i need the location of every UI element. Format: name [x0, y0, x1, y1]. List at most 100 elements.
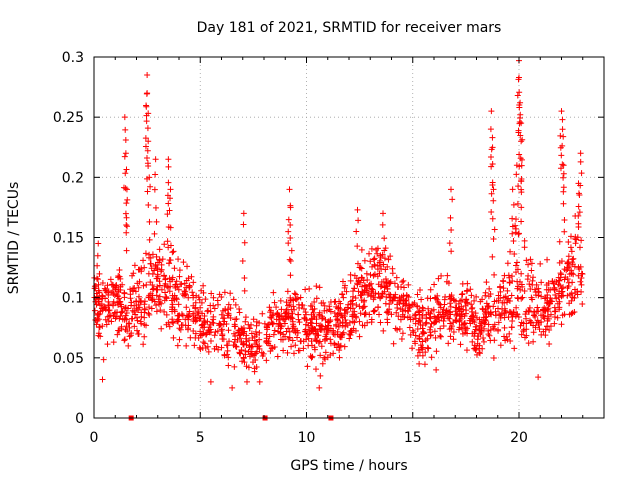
data-point — [267, 342, 274, 349]
data-point — [495, 327, 502, 334]
data-point — [287, 204, 294, 211]
data-point — [557, 165, 564, 172]
data-point — [512, 216, 519, 223]
data-point — [105, 298, 112, 305]
data-point — [307, 319, 314, 326]
data-point — [377, 319, 384, 326]
data-point — [311, 313, 318, 320]
data-point — [129, 307, 136, 314]
data-point — [174, 318, 181, 325]
data-point — [259, 310, 266, 317]
data-point — [499, 299, 506, 306]
data-point — [287, 257, 294, 264]
data-point — [433, 366, 440, 373]
data-point — [560, 133, 567, 140]
data-point — [102, 316, 109, 323]
data-point — [243, 338, 250, 345]
data-point — [390, 340, 397, 347]
data-point — [285, 335, 292, 342]
data-point — [510, 237, 517, 244]
data-point — [141, 264, 148, 271]
data-point — [123, 323, 130, 330]
data-point — [525, 261, 532, 268]
data-point — [334, 305, 341, 312]
data-point — [530, 322, 537, 329]
data-point — [316, 284, 323, 291]
data-point — [525, 272, 532, 279]
data-point — [566, 271, 573, 278]
data-point — [347, 277, 354, 284]
data-point — [485, 303, 492, 310]
data-point — [284, 288, 291, 295]
data-point — [380, 278, 387, 285]
data-point — [455, 326, 462, 333]
data-point — [143, 281, 150, 288]
data-point — [520, 328, 527, 335]
data-point — [147, 183, 154, 190]
data-point — [263, 338, 270, 345]
data-point — [428, 307, 435, 314]
data-point — [497, 314, 504, 321]
data-point — [578, 274, 585, 281]
data-point — [145, 310, 152, 317]
data-point — [221, 318, 228, 325]
data-point — [456, 306, 463, 313]
data-point — [176, 336, 183, 343]
data-point — [416, 287, 423, 294]
data-point — [140, 282, 147, 289]
data-point — [445, 315, 452, 322]
data-point — [177, 281, 184, 288]
data-point — [575, 212, 582, 219]
data-point — [246, 325, 253, 332]
data-point — [393, 309, 400, 316]
data-point — [514, 283, 521, 290]
data-point — [169, 319, 176, 326]
data-point — [393, 274, 400, 281]
data-point — [546, 301, 553, 308]
data-point — [416, 333, 423, 340]
data-point — [463, 347, 470, 354]
data-point — [491, 226, 498, 233]
data-point — [514, 278, 521, 285]
data-point — [231, 339, 238, 346]
data-point — [349, 318, 356, 325]
data-point — [367, 258, 374, 265]
data-point — [211, 332, 218, 339]
data-point — [487, 310, 494, 317]
data-point — [364, 319, 371, 326]
data-point — [333, 321, 340, 328]
data-point — [444, 272, 451, 279]
data-point — [146, 304, 153, 311]
data-point — [202, 296, 209, 303]
data-point — [385, 280, 392, 287]
data-point — [371, 255, 378, 262]
data-point — [450, 329, 457, 336]
data-point — [560, 162, 567, 169]
data-point — [289, 318, 296, 325]
data-point — [422, 349, 429, 356]
data-point — [554, 314, 561, 321]
data-point — [578, 281, 585, 288]
data-point — [521, 244, 528, 251]
data-points — [91, 57, 586, 391]
data-point — [218, 344, 225, 351]
data-point — [131, 302, 138, 309]
data-point — [144, 125, 151, 132]
data-point — [448, 248, 455, 255]
data-point — [123, 309, 130, 316]
data-point — [224, 306, 231, 313]
data-point — [207, 308, 214, 315]
data-point — [396, 294, 403, 301]
data-point — [479, 296, 486, 303]
data-point — [551, 320, 558, 327]
data-point — [225, 354, 232, 361]
data-point — [518, 175, 525, 182]
data-point — [515, 127, 522, 134]
data-point — [447, 320, 454, 327]
data-point — [443, 278, 450, 285]
data-point — [351, 285, 358, 292]
data-point — [359, 322, 366, 329]
data-point — [289, 315, 296, 322]
data-point — [285, 228, 292, 235]
data-point — [461, 313, 468, 320]
